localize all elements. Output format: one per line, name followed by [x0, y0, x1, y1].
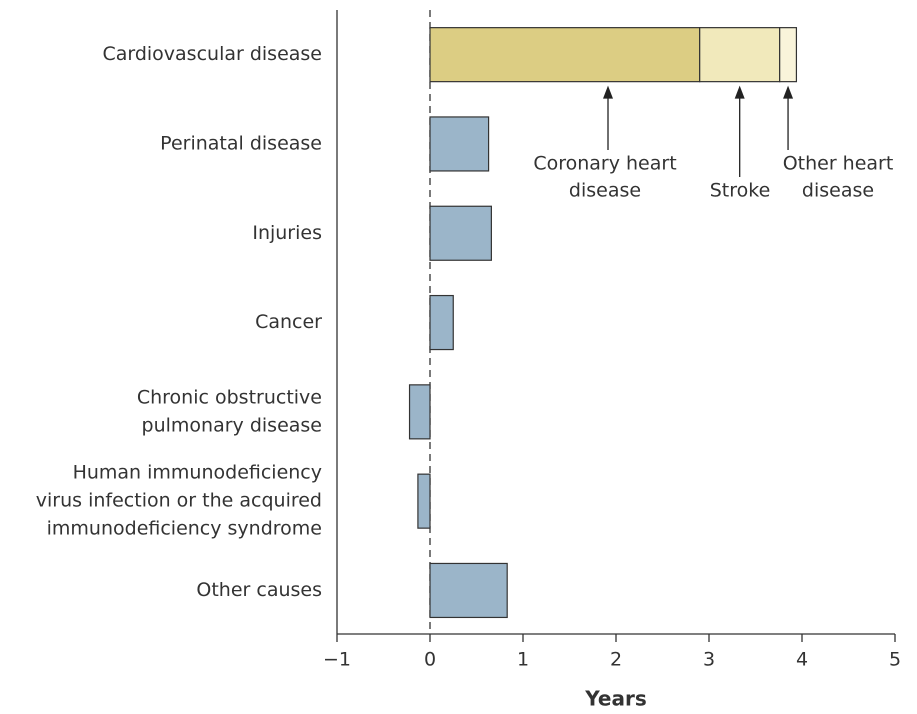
- bar: [429, 27, 701, 83]
- bar: [429, 116, 490, 172]
- bar: [417, 473, 431, 529]
- annotation-arrowhead: [603, 85, 614, 99]
- bar: [699, 27, 781, 83]
- y-tick-label: virus infection or the acquired: [36, 490, 322, 512]
- x-tick-label: 3: [703, 649, 715, 671]
- y-tick-label: immunodeficiency syndrome: [47, 518, 322, 540]
- y-tick-label: Perinatal disease: [160, 132, 322, 154]
- x-tick-label: 0: [424, 649, 436, 671]
- y-tick-label: Chronic obstructive: [137, 386, 322, 408]
- x-tick-label: 5: [889, 649, 901, 671]
- annotation: Stroke: [710, 180, 771, 202]
- annotation: disease: [802, 180, 874, 202]
- y-tick-label: pulmonary disease: [142, 414, 322, 436]
- bar: [779, 27, 798, 83]
- bar: [408, 384, 431, 440]
- bar: [429, 562, 508, 619]
- x-tick-label: 2: [610, 649, 622, 671]
- y-tick-label: Cardiovascular disease: [102, 43, 322, 65]
- x-tick-label: −1: [323, 649, 351, 671]
- annotation: Other heart: [783, 153, 894, 175]
- x-axis-label: Years: [584, 687, 646, 711]
- y-tick-label: Human immunodeficiency: [73, 462, 322, 484]
- x-tick-label: 4: [796, 649, 808, 671]
- annotation-arrowhead: [734, 85, 745, 99]
- x-tick-label: 1: [517, 649, 529, 671]
- annotation: disease: [569, 180, 641, 202]
- y-tick-label: Cancer: [255, 311, 322, 333]
- y-tick-label: Other causes: [196, 579, 322, 601]
- annotation: Coronary heart: [533, 153, 676, 175]
- bar: [429, 205, 492, 261]
- annotation-arrowhead: [783, 85, 794, 99]
- bar: [429, 294, 454, 351]
- y-tick-label: Injuries: [252, 222, 322, 244]
